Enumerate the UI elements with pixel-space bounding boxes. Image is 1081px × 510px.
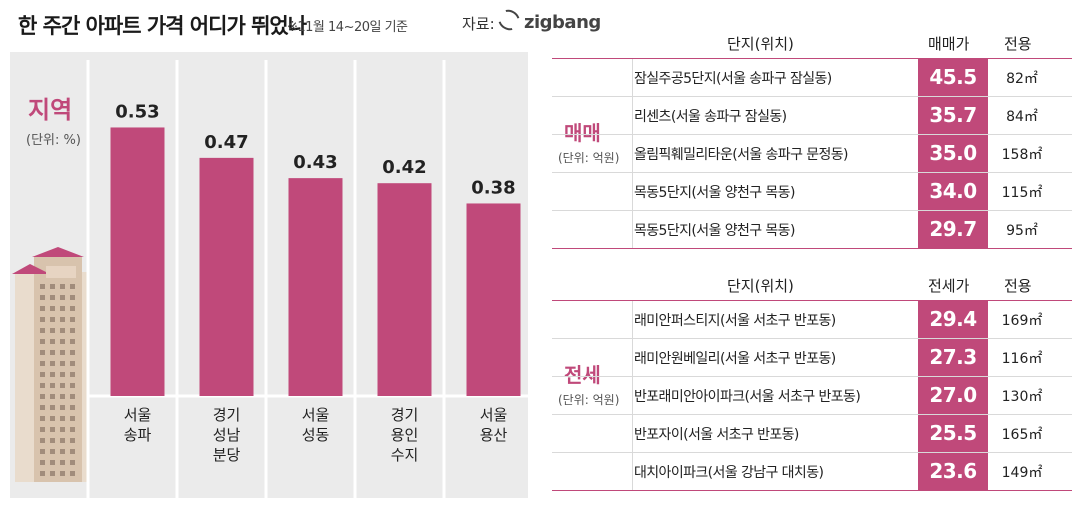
- category-label: 서울: [480, 406, 508, 424]
- category-label: 성동: [302, 426, 330, 444]
- area-value: 84㎡: [1006, 109, 1038, 125]
- data-label: 0.43: [293, 152, 337, 173]
- table-row: 목동5단지(서울 양천구 목동) 34.0 115㎡: [552, 173, 1072, 211]
- category-label: 용산: [480, 426, 508, 444]
- source-brand: zigbang: [524, 12, 601, 33]
- area-value: 158㎡: [1001, 147, 1043, 163]
- price-value: 35.7: [918, 97, 988, 134]
- table-row: 반포자이(서울 서초구 반포동) 25.5 165㎡: [552, 415, 1072, 453]
- complex-name: 목동5단지(서울 양천구 목동): [634, 223, 795, 239]
- sale-unit: (단위: 억원): [558, 151, 620, 165]
- table-row: 반포래미안아이파크(서울 서초구 반포동) 27.0 130㎡: [552, 377, 1072, 415]
- area-value: 130㎡: [1001, 389, 1043, 405]
- area-value: 115㎡: [1001, 185, 1043, 201]
- table-row: 대치아이파크(서울 강남구 대치동) 23.6 149㎡: [552, 453, 1072, 490]
- sale-table-body: 매매 (단위: 억원) 잠실주공5단지(서울 송파구 잠실동) 45.5 82㎡ 리센…: [552, 58, 1072, 249]
- col-header-area: 전용: [1004, 35, 1032, 53]
- area-value: 116㎡: [1001, 351, 1043, 367]
- category-label: 서울: [124, 406, 152, 424]
- bar: [466, 203, 521, 396]
- chart-title: 지역: [28, 96, 73, 124]
- complex-name: 잠실주공5단지(서울 송파구 잠실동): [634, 71, 832, 87]
- price-value: 29.7: [918, 211, 988, 248]
- source-label: 자료:: [462, 15, 495, 33]
- price-value: 23.6: [918, 453, 988, 490]
- table-row: 올림픽훼밀리타운(서울 송파구 문정동) 35.0 158㎡: [552, 135, 1072, 173]
- chart-unit: (단위: %): [26, 133, 81, 148]
- price-value: 45.5: [918, 59, 988, 96]
- category-label: 용인: [391, 426, 419, 444]
- area-value: 165㎡: [1001, 427, 1043, 443]
- complex-name: 반포자이(서울 서초구 반포동): [634, 427, 799, 443]
- category-label: 경기: [391, 406, 419, 424]
- data-label: 0.47: [204, 132, 248, 153]
- price-value: 29.4: [918, 301, 988, 338]
- jeonse-table-body: 전세 (단위: 억원) 래미안퍼스티지(서울 서초구 반포동) 29.4 169㎡ 래…: [552, 300, 1072, 491]
- jeonse-unit: (단위: 억원): [558, 393, 620, 407]
- complex-name: 목동5단지(서울 양천구 목동): [634, 185, 795, 201]
- price-value: 27.3: [918, 339, 988, 376]
- date-note: ※11월 14~20일 기준: [287, 20, 408, 35]
- category-label: 분당: [213, 446, 241, 464]
- category-label: 수지: [391, 446, 419, 464]
- price-value: 34.0: [918, 173, 988, 210]
- area-value: 82㎡: [1006, 71, 1038, 87]
- complex-name: 대치아이파크(서울 강남구 대치동): [634, 465, 824, 481]
- jeonse-category: 전세: [564, 363, 601, 387]
- jeonse-table-header: 단지(위치) 전세가 전용: [552, 270, 1072, 300]
- category-label: 경기: [213, 406, 241, 424]
- category-label: 서울: [302, 406, 330, 424]
- price-value: 35.0: [918, 135, 988, 172]
- page-title: 한 주간 아파트 가격 어디가 뛰었나: [18, 14, 307, 38]
- sale-table-header: 단지(위치) 매매가 전용: [552, 28, 1072, 58]
- area-value: 149㎡: [1001, 465, 1043, 481]
- bar: [199, 157, 254, 396]
- table-row: 잠실주공5단지(서울 송파구 잠실동) 45.5 82㎡: [552, 59, 1072, 97]
- source-logo: zigbang: [494, 5, 601, 35]
- category-label: 송파: [124, 426, 152, 444]
- bar: [377, 183, 432, 396]
- price-value: 27.0: [918, 377, 988, 414]
- price-value: 25.5: [918, 415, 988, 452]
- bar: [110, 127, 165, 396]
- sale-category: 매매: [564, 121, 601, 145]
- bar: [288, 178, 343, 396]
- data-label: 0.38: [471, 177, 515, 198]
- complex-name: 올림픽훼밀리타운(서울 송파구 문정동): [634, 147, 849, 163]
- table-row: 래미안퍼스티지(서울 서초구 반포동) 29.4 169㎡: [552, 301, 1072, 339]
- complex-name: 래미안퍼스티지(서울 서초구 반포동): [634, 313, 836, 329]
- complex-name: 반포래미안아이파크(서울 서초구 반포동): [634, 389, 861, 405]
- col-header-name: 단지(위치): [727, 277, 794, 295]
- area-value: 169㎡: [1001, 313, 1043, 329]
- sale-table: 단지(위치) 매매가 전용 매매 (단위: 억원) 잠실주공5단지(서울 송파구…: [552, 28, 1072, 249]
- complex-name: 래미안원베일리(서울 서초구 반포동): [634, 351, 836, 367]
- category-label: 성남: [213, 426, 241, 444]
- table-row: 래미안원베일리(서울 서초구 반포동) 27.3 116㎡: [552, 339, 1072, 377]
- area-value: 95㎡: [1006, 223, 1038, 239]
- complex-name: 리센츠(서울 송파구 잠실동): [634, 109, 787, 125]
- building-illustration: [12, 247, 87, 482]
- data-label: 0.53: [115, 101, 159, 122]
- table-row: 목동5단지(서울 양천구 목동) 29.7 95㎡: [552, 211, 1072, 248]
- jeonse-table: 단지(위치) 전세가 전용 전세 (단위: 억원) 래미안퍼스티지(서울 서초구…: [552, 270, 1072, 491]
- col-header-price: 매매가: [928, 35, 970, 53]
- col-header-area: 전용: [1004, 277, 1032, 295]
- zigbang-logo-icon: [494, 5, 524, 35]
- col-header-name: 단지(위치): [727, 35, 794, 53]
- data-label: 0.42: [382, 157, 426, 178]
- col-header-price: 전세가: [928, 277, 970, 295]
- table-row: 리센츠(서울 송파구 잠실동) 35.7 84㎡: [552, 97, 1072, 135]
